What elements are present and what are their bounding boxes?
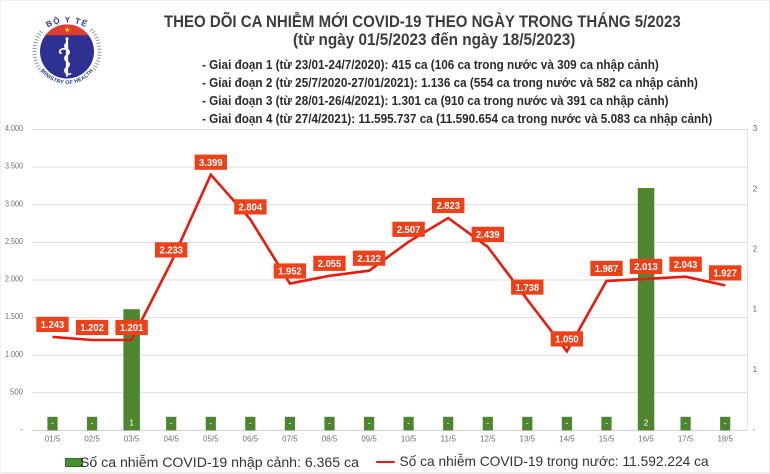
svg-text:1.987: 1.987 bbox=[595, 264, 619, 275]
svg-text:06/5: 06/5 bbox=[243, 433, 259, 443]
svg-text:1.050: 1.050 bbox=[555, 335, 579, 346]
svg-text:1.738: 1.738 bbox=[516, 283, 540, 294]
svg-text:1.927: 1.927 bbox=[713, 269, 737, 280]
svg-text:1: 1 bbox=[753, 304, 758, 314]
svg-text:3.000: 3.000 bbox=[5, 198, 23, 208]
svg-text:09/5: 09/5 bbox=[361, 433, 377, 443]
svg-text:-: - bbox=[288, 418, 291, 428]
svg-text:15/5: 15/5 bbox=[599, 433, 615, 443]
svg-text:-: - bbox=[20, 424, 23, 434]
svg-text:2.439: 2.439 bbox=[476, 230, 500, 241]
svg-text:2: 2 bbox=[644, 418, 649, 428]
svg-text:1.000: 1.000 bbox=[5, 349, 23, 359]
svg-text:-: - bbox=[447, 418, 450, 428]
svg-text:2.233: 2.233 bbox=[159, 246, 183, 257]
svg-text:-: - bbox=[605, 418, 608, 428]
svg-text:03/5: 03/5 bbox=[124, 433, 140, 443]
svg-text:16/5: 16/5 bbox=[638, 433, 654, 443]
svg-text:2.500: 2.500 bbox=[5, 236, 23, 246]
svg-text:04/5: 04/5 bbox=[163, 433, 179, 443]
svg-text:1.500: 1.500 bbox=[5, 311, 23, 321]
svg-text:05/5: 05/5 bbox=[203, 433, 219, 443]
svg-text:4.000: 4.000 bbox=[5, 123, 23, 133]
svg-text:-: - bbox=[407, 418, 410, 428]
svg-text:01/5: 01/5 bbox=[45, 433, 61, 443]
svg-text:2.055: 2.055 bbox=[318, 259, 342, 270]
svg-text:2.507: 2.507 bbox=[397, 225, 421, 236]
svg-text:02/5: 02/5 bbox=[84, 433, 100, 443]
svg-text:2.804: 2.804 bbox=[239, 203, 263, 214]
svg-text:BỘ Y TẾ: BỘ Y TẾ bbox=[45, 14, 90, 29]
svg-text:-: - bbox=[91, 418, 94, 428]
svg-text:-: - bbox=[753, 424, 756, 434]
svg-text:1.201: 1.201 bbox=[120, 323, 144, 334]
svg-text:10/5: 10/5 bbox=[401, 433, 417, 443]
svg-text:1.202: 1.202 bbox=[80, 323, 104, 334]
svg-text:2.122: 2.122 bbox=[357, 254, 381, 265]
svg-text:12/5: 12/5 bbox=[480, 433, 496, 443]
svg-text:3: 3 bbox=[753, 123, 758, 133]
svg-text:-: - bbox=[684, 418, 687, 428]
svg-text:3.500: 3.500 bbox=[5, 161, 23, 171]
svg-text:2.823: 2.823 bbox=[436, 201, 460, 212]
svg-text:-: - bbox=[565, 418, 568, 428]
svg-text:08/5: 08/5 bbox=[322, 433, 338, 443]
svg-text:2: 2 bbox=[753, 183, 758, 193]
svg-text:-: - bbox=[486, 418, 489, 428]
svg-text:-: - bbox=[209, 418, 212, 428]
svg-text:11/5: 11/5 bbox=[440, 433, 456, 443]
svg-text:-: - bbox=[724, 418, 727, 428]
svg-text:-: - bbox=[328, 418, 331, 428]
svg-text:2.013: 2.013 bbox=[634, 262, 658, 273]
svg-text:17/5: 17/5 bbox=[678, 433, 694, 443]
svg-text:-: - bbox=[249, 418, 252, 428]
svg-text:1: 1 bbox=[129, 418, 134, 428]
svg-text:1: 1 bbox=[753, 364, 758, 374]
svg-text:13/5: 13/5 bbox=[520, 433, 536, 443]
svg-text:3.399: 3.399 bbox=[199, 158, 223, 169]
svg-text:14/5: 14/5 bbox=[559, 433, 575, 443]
svg-text:2: 2 bbox=[753, 244, 758, 254]
svg-text:500: 500 bbox=[10, 386, 23, 396]
svg-text:2.043: 2.043 bbox=[674, 260, 698, 271]
svg-text:1.243: 1.243 bbox=[41, 320, 65, 331]
svg-text:07/5: 07/5 bbox=[282, 433, 298, 443]
svg-text:-: - bbox=[51, 418, 54, 428]
svg-text:-: - bbox=[526, 418, 529, 428]
svg-text:-: - bbox=[170, 418, 173, 428]
svg-text:1.952: 1.952 bbox=[278, 267, 302, 278]
svg-text:-: - bbox=[368, 418, 371, 428]
svg-text:18/5: 18/5 bbox=[717, 433, 733, 443]
svg-text:2.000: 2.000 bbox=[5, 274, 23, 284]
